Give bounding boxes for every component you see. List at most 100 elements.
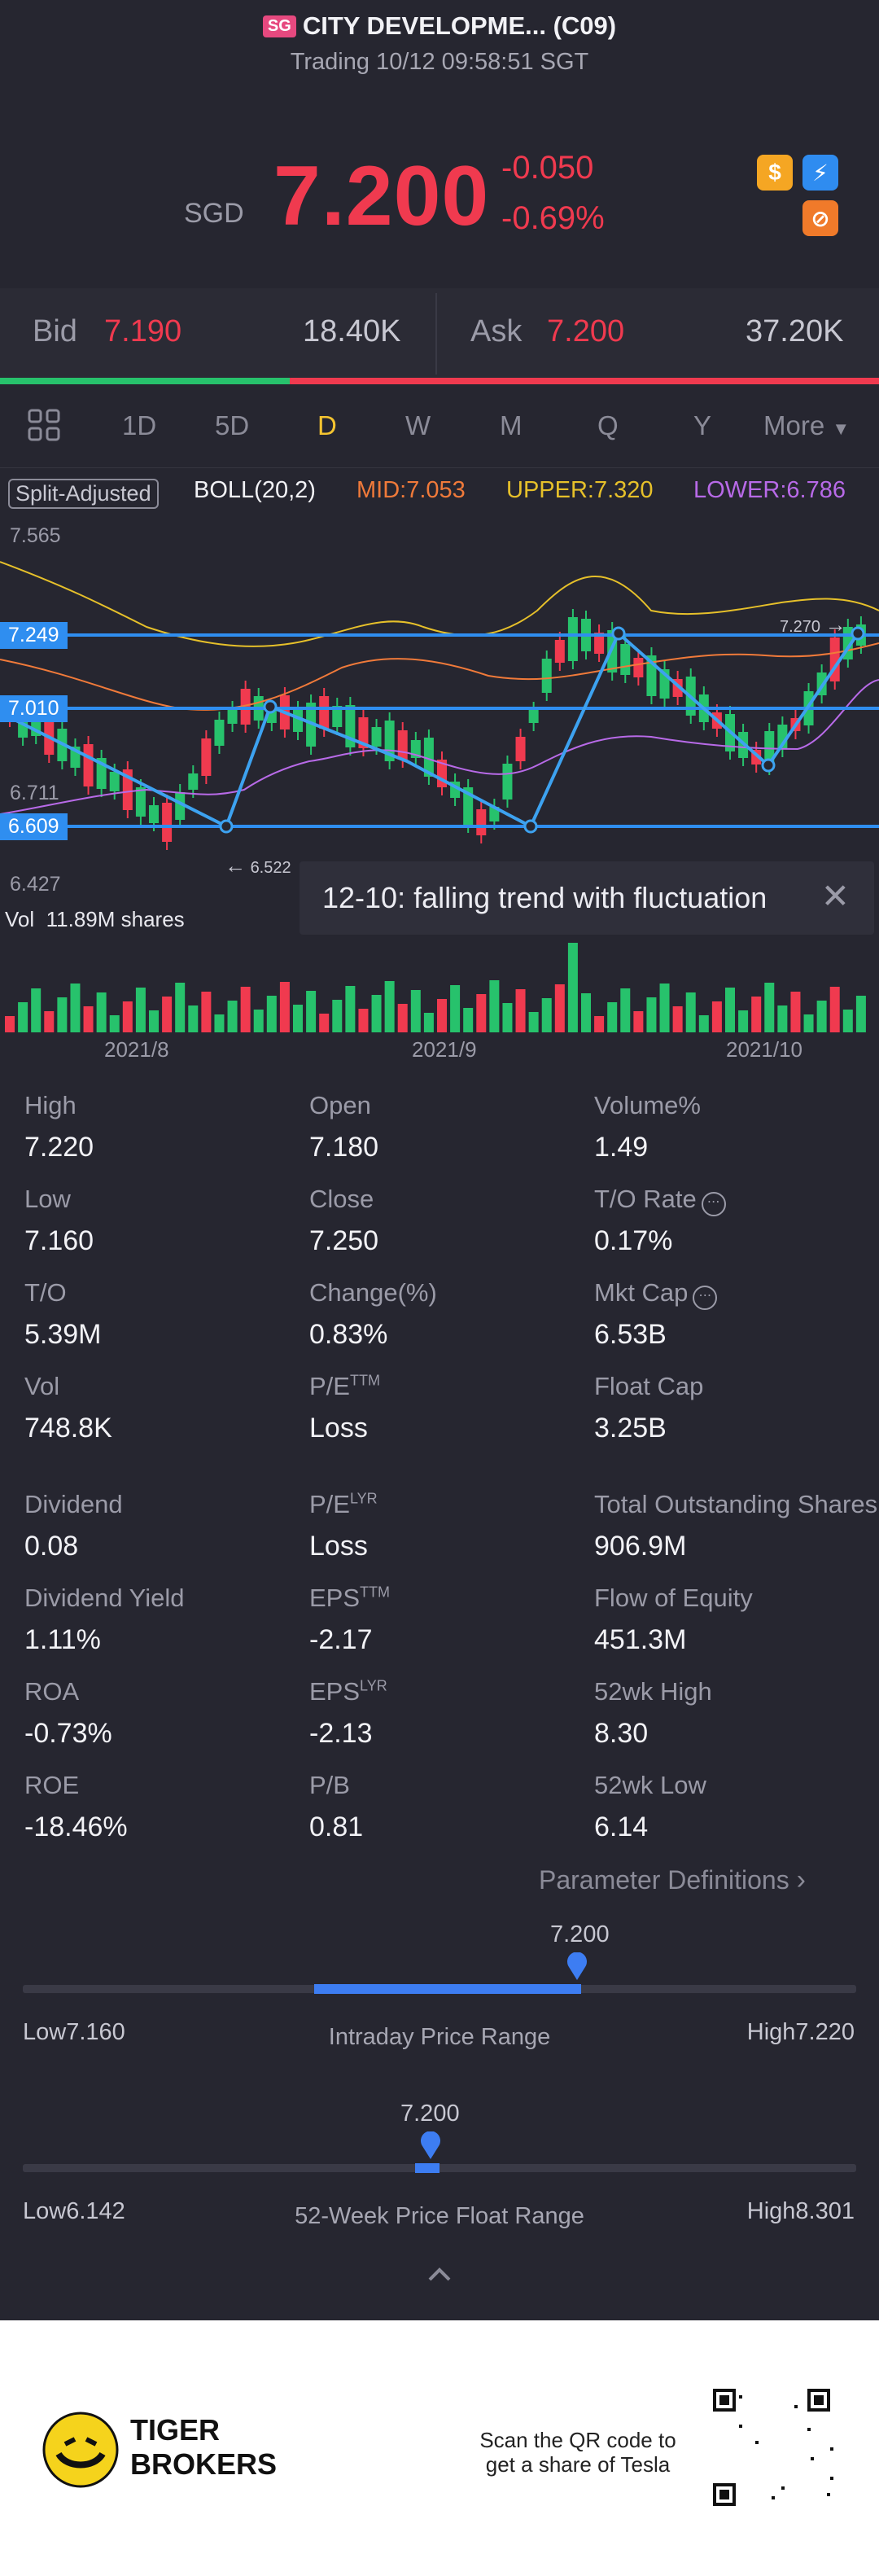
volume-bar [109, 1015, 120, 1032]
candle-body [162, 803, 173, 842]
volume-bar [44, 1011, 55, 1032]
stat-label: Low [24, 1185, 71, 1214]
qr-module [811, 2457, 814, 2460]
stat-label-text: Low [24, 1185, 71, 1213]
stat-label: Open [309, 1091, 371, 1120]
stat-label-text: Total Outstanding Shares [594, 1490, 878, 1518]
options-icon[interactable]: ⊘ [802, 200, 838, 236]
stat-label-text: P/E [309, 1372, 350, 1400]
market-badge: SG [262, 15, 296, 37]
stat-label-sup: LYR [360, 1677, 387, 1694]
volume-bar [135, 988, 146, 1032]
volume-bar [253, 1010, 264, 1032]
collapse-chevron-icon[interactable] [423, 2265, 456, 2289]
grid-icon[interactable] [28, 409, 60, 441]
axis-label-6711: 6.711 [10, 782, 59, 804]
stat-value: 7.160 [24, 1225, 94, 1256]
volume-bar [214, 1014, 225, 1032]
qr-module [827, 2493, 830, 2496]
week52-marker-value: 7.200 [400, 2101, 460, 2127]
chevron-down-icon: ▼ [832, 418, 851, 439]
candlestick-chart[interactable]: 7.565 6.711 6.427 7.249 7.010 6.609 7.27… [0, 513, 879, 1062]
stat-label-text: Dividend Yield [24, 1584, 185, 1612]
week52-fill [415, 2163, 440, 2173]
stat-label-text: ROE [24, 1771, 80, 1799]
info-icon[interactable]: ⋯ [701, 1192, 726, 1216]
volume-bar [607, 1002, 618, 1032]
stock-title: SG CITY DEVELOPME... (C09) [0, 11, 879, 41]
stat-value: 6.14 [594, 1812, 649, 1842]
stat-label-text: Flow of Equity [594, 1584, 753, 1612]
low-annotation: ← 6.522 [225, 853, 291, 878]
volume-bar [685, 992, 696, 1032]
stat-label: EPSTTM [309, 1584, 390, 1613]
boll-label[interactable]: BOLL(20,2) [194, 477, 316, 503]
volume-bar [646, 997, 657, 1032]
parameter-definitions-link[interactable]: Parameter Definitions › [539, 1864, 806, 1896]
candle-body [214, 720, 225, 746]
volume-bar [502, 1003, 513, 1032]
bid-ask-divider [435, 293, 437, 375]
cta-line-1: Scan the QR code to [479, 2428, 676, 2452]
trend-tooltip: 12-10: falling trend with fluctuation ✕ [300, 861, 874, 935]
stat-value: 7.180 [309, 1132, 379, 1163]
axis-label-top: 7.565 [10, 524, 61, 547]
volume-bar [31, 988, 42, 1032]
candle-body [541, 659, 552, 693]
stat-value: 3.25B [594, 1413, 667, 1444]
stat-value: 7.220 [24, 1132, 94, 1163]
tooltip-text: 12-10: falling trend with fluctuation [322, 881, 767, 914]
volume-legend-value: 11.89M shares [46, 907, 185, 931]
tab-week[interactable]: W [405, 410, 431, 440]
tab-day[interactable]: D [317, 410, 337, 440]
candle-body [489, 807, 500, 821]
qr-module [739, 2395, 742, 2399]
tab-1d[interactable]: 1D [122, 410, 157, 440]
candle-body [83, 744, 94, 786]
stat-label-text: 52wk High [594, 1677, 712, 1706]
bid-volume-bar [0, 378, 291, 384]
stat-label: Vol [24, 1372, 59, 1401]
volume-legend-label: Vol [5, 907, 35, 931]
stat-label: P/B [309, 1771, 350, 1800]
qr-code-icon [713, 2389, 833, 2509]
candle-body [463, 787, 474, 825]
ask-price: 7.200 [547, 314, 625, 348]
brand-line-1: TIGER [130, 2413, 221, 2447]
volume-bar [620, 988, 631, 1032]
info-icon[interactable]: ⋯ [693, 1286, 718, 1310]
volume-bar [423, 1013, 434, 1032]
high-annotation: 7.270 → [780, 612, 846, 637]
stat-value: Loss [309, 1413, 368, 1444]
candle-body [319, 696, 330, 729]
lightning-icon[interactable]: ⚡ [802, 155, 838, 191]
high-annotation-value: 7.270 [780, 618, 821, 636]
price-change-percent: -0.69% [501, 200, 605, 236]
split-adjusted-toggle[interactable]: Split-Adjusted [8, 479, 159, 509]
volume-bar [790, 992, 801, 1032]
period-tabs [0, 386, 879, 468]
dollar-icon[interactable]: $ [757, 155, 793, 191]
volume-bar [122, 1001, 133, 1032]
ask-label: Ask [470, 314, 523, 348]
x-label-oct: 2021/10 [726, 1037, 802, 1062]
stat-value: 0.81 [309, 1812, 364, 1842]
tab-quarter[interactable]: Q [597, 410, 619, 440]
candle-body [423, 738, 434, 777]
tab-more[interactable]: More ▼ [763, 410, 850, 441]
stat-value: 1.11% [24, 1624, 101, 1655]
stat-value: -2.13 [309, 1718, 373, 1749]
volume-bar [57, 997, 68, 1032]
volume-bar [659, 984, 670, 1032]
stat-label: 52wk Low [594, 1771, 706, 1800]
candle-body [358, 717, 369, 748]
candle-body [502, 764, 513, 800]
tab-year[interactable]: Y [693, 410, 712, 440]
stat-label: Change(%) [309, 1278, 437, 1308]
last-price: 7.200 [273, 149, 490, 243]
tab-month[interactable]: M [500, 410, 523, 440]
tab-more-label: More [763, 410, 825, 440]
tab-5d[interactable]: 5D [215, 410, 250, 440]
volume-bar [711, 1001, 722, 1032]
close-icon[interactable]: ✕ [820, 877, 850, 915]
